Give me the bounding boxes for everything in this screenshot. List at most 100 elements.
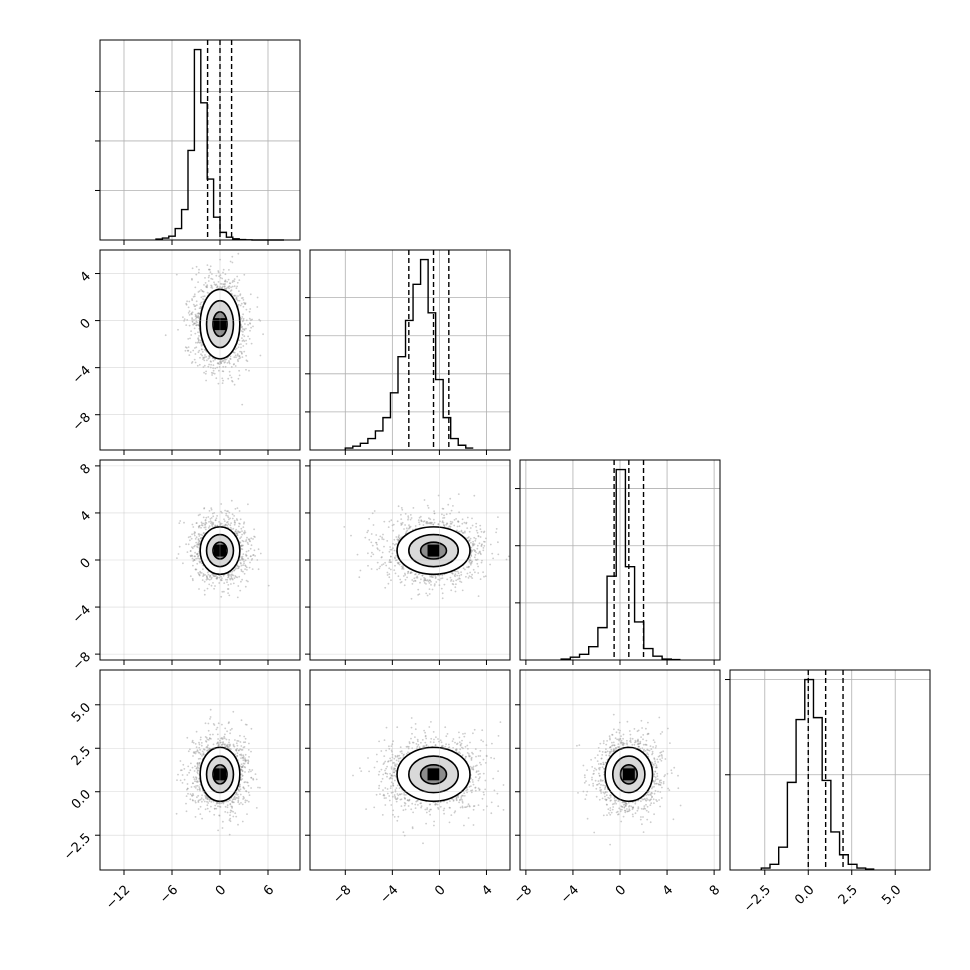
scatter-point bbox=[430, 580, 432, 583]
scatter-point bbox=[226, 515, 229, 517]
scatter-point bbox=[198, 307, 201, 309]
scatter-point bbox=[470, 541, 472, 544]
scatter-point bbox=[397, 538, 399, 541]
scatter-point bbox=[249, 547, 252, 550]
scatter-point bbox=[236, 354, 239, 357]
panel-frame bbox=[99, 249, 301, 451]
scatter-point bbox=[216, 362, 219, 364]
scatter-point bbox=[204, 354, 206, 356]
scatter-point bbox=[370, 555, 373, 558]
scatter-point bbox=[175, 273, 178, 276]
scatter-point bbox=[368, 538, 371, 541]
scatter-point bbox=[412, 507, 415, 509]
scatter-point bbox=[243, 521, 246, 524]
scatter-point bbox=[395, 543, 398, 545]
scatter-point bbox=[199, 303, 202, 306]
scatter-point bbox=[256, 306, 259, 308]
scatter-point bbox=[235, 296, 238, 299]
scatter-point bbox=[383, 520, 386, 523]
scatter-point bbox=[194, 305, 197, 307]
scatter-point bbox=[195, 273, 198, 276]
scatter-point bbox=[200, 524, 203, 526]
scatter-point bbox=[204, 519, 207, 522]
scatter-point bbox=[393, 569, 396, 571]
scatter-point bbox=[200, 533, 202, 536]
scatter-point bbox=[212, 582, 214, 584]
scatter-point bbox=[201, 579, 204, 581]
scatter-point bbox=[197, 281, 200, 283]
scatter-point bbox=[236, 752, 239, 754]
scatter-point bbox=[407, 570, 410, 573]
scatter-point bbox=[191, 267, 194, 270]
scatter-point bbox=[196, 364, 199, 367]
scatter-point bbox=[195, 568, 198, 571]
scatter-point bbox=[207, 365, 210, 368]
scatter-point bbox=[456, 574, 459, 577]
scatter-point bbox=[187, 306, 190, 309]
scatter-point bbox=[195, 318, 197, 320]
scatter-point bbox=[194, 286, 197, 289]
scatter-point bbox=[233, 519, 236, 522]
scatter-point bbox=[254, 536, 256, 538]
scatter-point bbox=[244, 737, 247, 740]
scatter-point bbox=[194, 353, 197, 355]
scatter-point bbox=[233, 294, 236, 297]
scatter-point bbox=[185, 810, 188, 813]
scatter-point bbox=[253, 549, 256, 552]
scatter-point bbox=[229, 355, 232, 358]
scatter-point bbox=[231, 577, 234, 580]
scatter-point bbox=[372, 524, 375, 526]
scatter-point bbox=[370, 533, 373, 535]
scatter-point bbox=[470, 562, 473, 565]
scatter-point bbox=[200, 348, 203, 350]
scatter-point bbox=[249, 561, 251, 564]
scatter-point bbox=[197, 291, 200, 293]
scatter-point bbox=[247, 759, 250, 762]
scatter-point bbox=[198, 560, 201, 563]
scatter-point bbox=[483, 545, 486, 547]
scatter-point bbox=[381, 538, 384, 540]
scatter-point bbox=[238, 522, 241, 525]
scatter-point bbox=[240, 536, 243, 538]
scatter-point bbox=[495, 531, 497, 534]
scatter-point bbox=[249, 555, 252, 558]
scatter-point bbox=[253, 528, 256, 531]
scatter-point bbox=[199, 356, 201, 359]
scatter-point bbox=[195, 522, 198, 524]
scatter-point bbox=[194, 347, 196, 349]
scatter-point bbox=[208, 521, 210, 523]
scatter-point bbox=[241, 333, 244, 336]
scatter-point bbox=[390, 579, 392, 582]
histogram-step-line bbox=[344, 258, 474, 450]
scatter-point bbox=[224, 523, 227, 526]
scatter-point bbox=[193, 785, 196, 788]
scatter-point bbox=[193, 534, 196, 537]
scatter-point bbox=[200, 343, 203, 345]
scatter-point bbox=[434, 574, 436, 577]
scatter-point bbox=[238, 374, 241, 377]
scatter-point bbox=[228, 594, 231, 597]
scatter-point bbox=[466, 537, 468, 539]
scatter-point bbox=[407, 517, 410, 519]
scatter-point bbox=[196, 771, 199, 774]
scatter-point bbox=[422, 524, 425, 526]
scatter-point bbox=[462, 531, 464, 534]
scatter-point bbox=[240, 719, 243, 722]
scatter-point bbox=[187, 349, 190, 352]
scatter-point bbox=[441, 597, 444, 600]
scatter-point bbox=[233, 363, 236, 365]
scatter-point bbox=[216, 733, 219, 736]
scatter-point bbox=[460, 573, 463, 576]
scatter-point bbox=[202, 356, 205, 359]
scatter-point bbox=[252, 554, 255, 557]
scatter-point bbox=[388, 520, 391, 523]
scatter-point bbox=[217, 805, 219, 808]
scatter-point bbox=[212, 233, 214, 235]
histogram-panel-1 bbox=[305, 249, 511, 455]
scatter-point bbox=[418, 521, 420, 524]
scatter-point bbox=[380, 556, 383, 559]
scatter-point bbox=[233, 356, 236, 359]
scatter-point bbox=[461, 589, 464, 592]
scatter-point bbox=[220, 575, 222, 578]
scatter-point bbox=[400, 524, 403, 526]
